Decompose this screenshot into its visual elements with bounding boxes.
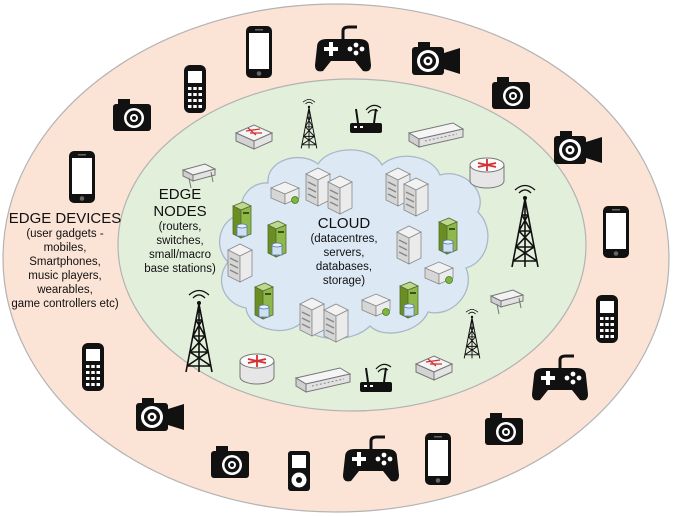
- server-rack-icon: [396, 225, 422, 265]
- feature-phone-icon: [82, 343, 104, 391]
- server-rack-icon: [327, 175, 353, 215]
- router-icon: [239, 353, 275, 385]
- edge-nodes-title: EDGE: [158, 186, 202, 203]
- database-server-icon: [254, 282, 274, 320]
- server-rack-icon: [227, 243, 253, 283]
- smartphone-icon: [246, 26, 272, 78]
- edge-devices-line: Smartphones,: [29, 256, 101, 268]
- edge-devices-line: wearables,: [37, 284, 93, 296]
- database-server-icon: [399, 281, 419, 319]
- feature-phone-icon: [184, 65, 206, 113]
- smartphone-icon: [425, 433, 451, 485]
- database-server-icon: [438, 217, 458, 255]
- server-rack-icon: [403, 177, 429, 217]
- router-icon: [469, 157, 505, 189]
- music-player-icon: [288, 451, 310, 491]
- database-server-icon: [267, 220, 287, 258]
- cloud-line: databases,: [315, 261, 373, 273]
- cloud-line: servers,: [323, 247, 365, 259]
- edge-devices-line: game controllers etc): [11, 298, 119, 310]
- smartphone-icon: [603, 206, 629, 258]
- server-rack-icon: [299, 297, 325, 337]
- edge-nodes-line: switches,: [156, 235, 204, 247]
- database-server-icon: [232, 201, 252, 239]
- edge-devices-title: EDGE DEVICES: [8, 210, 122, 227]
- cloud-line: (datacentres,: [310, 233, 378, 245]
- edge-nodes-label: EDGE NODES (routers, switches, small/mac…: [140, 186, 220, 276]
- feature-phone-icon: [596, 295, 618, 343]
- edge-nodes-line: (routers,: [158, 221, 202, 233]
- edge-devices-line: (user gadgets -: [26, 228, 104, 240]
- edge-nodes-line: small/macro: [149, 249, 211, 261]
- cloud-line: storage): [322, 275, 366, 287]
- edge-devices-line: music players,: [28, 270, 102, 282]
- smartphone-icon: [69, 151, 95, 203]
- edge-devices-line: mobiles,: [43, 242, 87, 254]
- cloud-label: CLOUD (datacentres, servers, databases, …: [300, 215, 388, 288]
- edge-nodes-line: base stations): [144, 263, 216, 275]
- server-rack-icon: [323, 303, 349, 343]
- server-rack-icon: [305, 167, 331, 207]
- edge-devices-label: EDGE DEVICES (user gadgets - mobiles, Sm…: [3, 210, 127, 311]
- cloud-title: CLOUD: [317, 215, 371, 232]
- edge-nodes-title: NODES: [153, 203, 207, 220]
